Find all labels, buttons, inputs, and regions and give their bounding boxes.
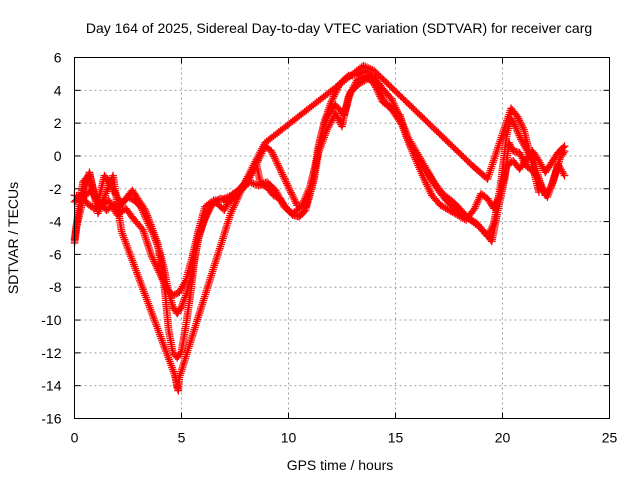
data-point (404, 100, 413, 108)
data-point (560, 147, 569, 155)
data-point (437, 131, 446, 140)
data-marks (70, 61, 569, 395)
series-main-track (70, 66, 569, 318)
data-point (387, 83, 396, 92)
data-point (428, 122, 436, 131)
plot-frame (74, 57, 610, 419)
data-point (421, 116, 430, 125)
data-point (399, 95, 408, 104)
data-point (417, 112, 425, 120)
data-point (462, 155, 471, 164)
y-tick-label: -6 (49, 246, 62, 262)
data-point (435, 130, 444, 138)
data-point (456, 149, 464, 158)
x-tick-label: 0 (71, 430, 79, 446)
data-point (385, 81, 394, 90)
data-point (465, 158, 474, 167)
data-point (449, 143, 458, 152)
data-point (464, 157, 472, 166)
data-point (453, 146, 461, 155)
y-tick-label: -14 (41, 378, 61, 394)
y-tick-label: 4 (54, 82, 62, 98)
data-point (560, 171, 569, 180)
data-point (423, 118, 432, 126)
data-point (459, 152, 468, 161)
data-point (401, 96, 410, 105)
y-tick-label: 0 (54, 148, 62, 164)
y-tick-label: -10 (41, 312, 61, 328)
data-point (414, 109, 422, 117)
x-tick-label: 20 (495, 430, 511, 446)
y-tick-label: -4 (49, 214, 62, 230)
data-point (390, 86, 399, 95)
series-third-track (70, 74, 569, 300)
data-point (448, 142, 457, 151)
y-tick-label: -2 (49, 181, 62, 197)
y-tick-label: -8 (49, 279, 62, 295)
data-point (446, 140, 455, 149)
data-point (410, 106, 419, 114)
data-point (420, 115, 428, 123)
data-point (440, 134, 449, 143)
data-point (384, 80, 393, 89)
data-point (407, 103, 416, 111)
data-point (406, 101, 414, 110)
x-tick-label: 25 (602, 430, 618, 446)
data-point (442, 136, 450, 144)
data-point (429, 124, 438, 132)
y-tick-label: 6 (54, 50, 62, 66)
data-point (424, 119, 433, 128)
data-point (382, 78, 391, 87)
data-point (398, 93, 407, 102)
data-point (454, 148, 463, 157)
data-point (395, 90, 403, 99)
data-point (460, 154, 469, 163)
data-point (412, 107, 421, 116)
y-axis-label: SDTVAR / TECUs (5, 182, 21, 294)
x-axis-label: GPS time / hours (287, 457, 394, 473)
chart-title: Day 164 of 2025, Sidereal Day-to-day VTE… (86, 20, 592, 36)
data-point (396, 92, 405, 101)
data-point (443, 137, 452, 146)
data-point (389, 84, 397, 93)
data-point (445, 139, 453, 147)
x-tick-label: 5 (178, 430, 186, 446)
y-tick-label: 2 (54, 115, 62, 131)
data-point (392, 87, 400, 96)
data-point (434, 128, 443, 137)
data-point (415, 110, 424, 119)
data-point (403, 98, 411, 107)
data-point (418, 113, 427, 122)
data-point (457, 151, 466, 160)
data-point (535, 188, 543, 196)
data-point (432, 127, 441, 135)
series-extremes (70, 61, 543, 395)
data-point (393, 89, 402, 98)
data-point (439, 133, 447, 141)
data-point (426, 121, 435, 129)
x-tick-label: 15 (388, 430, 404, 446)
data-point (409, 104, 418, 113)
data-point (451, 145, 460, 154)
y-tick-label: -12 (41, 345, 61, 361)
y-tick-label: -16 (41, 411, 61, 427)
data-point (431, 125, 439, 134)
x-tick-label: 10 (281, 430, 297, 446)
